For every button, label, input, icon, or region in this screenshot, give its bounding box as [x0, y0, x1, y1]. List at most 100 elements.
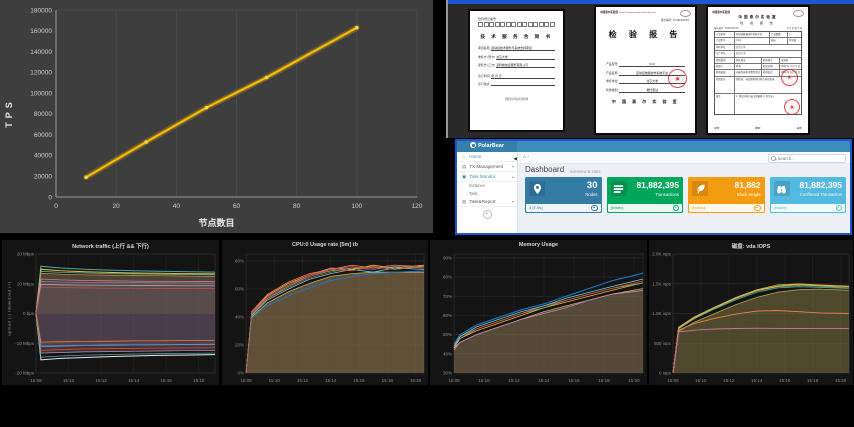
card-footer[interactable]: 4 (T-9s) — [526, 203, 601, 212]
sidebar: ⌂ Home ◀ ▤ TX Management ▾ ▣ Task Monito… — [457, 152, 518, 233]
gear-icon[interactable] — [835, 204, 842, 211]
detail-header-title: 检 验 报 告 — [740, 20, 776, 25]
sidebar-item-task-report[interactable]: ▨ Task&Report ▾ — [457, 197, 517, 207]
svg-text:60%: 60% — [443, 313, 452, 318]
svg-text:40%: 40% — [235, 315, 244, 320]
page-subtitle: overview & stats — [570, 169, 601, 174]
card-footer[interactable]: (tx/sec) — [689, 203, 764, 212]
svg-text:10 Mbps: 10 Mbps — [17, 281, 35, 286]
lab-name: 中国泰尔实验室 China Telecommunication Technolo… — [600, 11, 657, 14]
card-footer[interactable]: (tx/sec) — [607, 203, 682, 212]
svg-text:2.0K iops: 2.0K iops — [652, 252, 672, 257]
sidebar-item-instance[interactable]: Instance — [469, 183, 485, 188]
certificates-panel: 合同登记编号: 技 术 服 务 合 同 书 项目名称: 区块链技术服务与系统支持项… — [437, 0, 854, 138]
breadcrumb[interactable]: ⌂ › — [523, 154, 530, 160]
map-pin-icon — [529, 181, 545, 196]
svg-text:15:10: 15:10 — [63, 378, 75, 383]
gear-icon[interactable] — [754, 204, 761, 211]
report-cover-footer: 中 国 泰 尔 实 验 室 — [611, 99, 680, 104]
svg-text:15:14: 15:14 — [128, 378, 140, 383]
breadcrumb-home-icon[interactable]: ⌂ — [523, 154, 527, 160]
brand-logo[interactable]: PolarBear — [457, 141, 517, 152]
svg-text:80: 80 — [293, 203, 301, 210]
svg-text:40: 40 — [173, 203, 181, 210]
svg-text:50%: 50% — [443, 332, 452, 337]
svg-text:0 bps: 0 bps — [23, 311, 35, 316]
svg-text:20 Mbps: 20 Mbps — [17, 252, 35, 257]
svg-text:20000: 20000 — [34, 174, 52, 181]
svg-text:15:08: 15:08 — [667, 378, 679, 383]
tx-management-icon: ▤ — [462, 164, 467, 169]
svg-text:15:14: 15:14 — [325, 378, 337, 383]
card-label: Nodes — [585, 192, 598, 197]
search-box[interactable] — [768, 153, 846, 163]
svg-text:80000: 80000 — [34, 111, 52, 118]
svg-text:0%: 0% — [237, 371, 244, 376]
svg-text:20: 20 — [113, 203, 121, 210]
sidebar-item-tx-management[interactable]: ▤ TX Management ▾ — [457, 162, 517, 172]
card-label: Transactions — [655, 192, 679, 197]
svg-text:15:10: 15:10 — [269, 378, 281, 383]
search-input[interactable] — [777, 155, 843, 161]
svg-text:80%: 80% — [235, 259, 244, 264]
active-item-notch: ◀ — [513, 156, 517, 161]
svg-text:0: 0 — [54, 203, 58, 210]
svg-text:15:20: 15:20 — [835, 378, 847, 383]
card-footer[interactable]: (tx/sec) — [770, 203, 845, 212]
svg-text:0: 0 — [48, 194, 52, 201]
card-block-height[interactable]: 81,882 Block Height (tx/sec) — [688, 177, 765, 213]
binoculars-icon — [773, 181, 790, 196]
card-confirmed-transactions[interactable]: 81,882,395 Confirmed Transaction (tx/sec… — [769, 177, 846, 213]
svg-text:15:20: 15:20 — [410, 378, 422, 383]
sidebar-collapse-button[interactable]: + — [482, 210, 492, 219]
signature-row: 批准: 审核: 主检: — [714, 127, 802, 130]
report-table: 产品名称 区块链数据协作系统平台 产品数量 1 产品型号 V1.0 商标 区块链 委托单位北… — [714, 31, 802, 115]
card-label: Confirmed Transaction — [799, 192, 842, 197]
card-label: Block Height — [736, 192, 761, 197]
contract-document: 合同登记编号: 技 术 服 务 合 同 书 项目名称: 区块链技术服务与系统支持项… — [468, 9, 565, 132]
gear-icon[interactable] — [672, 204, 679, 211]
svg-text:15:16: 15:16 — [568, 378, 580, 383]
leaf-icon — [692, 181, 708, 196]
sidebar-item-task-monitor[interactable]: ▣ Task Monitor ▴ — [457, 172, 517, 182]
sidebar-item-task[interactable]: Task — [469, 190, 478, 196]
lab-name: 中国泰尔实验室 — [712, 11, 731, 14]
svg-text:30%: 30% — [443, 371, 452, 376]
dashboard-content: ⌂ › Dashboard overview & stats 30 Nodes … — [518, 152, 850, 233]
search-icon — [771, 155, 776, 161]
page-title: Dashboard — [525, 165, 565, 174]
svg-text:15:12: 15:12 — [297, 378, 309, 383]
svg-text:80%: 80% — [443, 275, 452, 280]
svg-text:15:18: 15:18 — [382, 378, 394, 383]
svg-text:15:18: 15:18 — [193, 378, 205, 383]
svg-text:180000: 180000 — [30, 7, 52, 14]
svg-text:60%: 60% — [235, 287, 244, 292]
svg-text:0 iops: 0 iops — [659, 371, 672, 376]
gear-icon[interactable] — [591, 204, 598, 211]
contract-footer: 国家科学技术部印制 — [504, 98, 529, 101]
svg-text:-20 Mbps: -20 Mbps — [15, 371, 35, 376]
inspection-report-cover: 中国泰尔实验室 China Telecommunication Technolo… — [594, 5, 697, 135]
card-nodes[interactable]: 30 Nodes 4 (T-9s) — [525, 177, 602, 213]
svg-text:1.5K iops: 1.5K iops — [652, 281, 672, 286]
svg-text:15:10: 15:10 — [695, 378, 707, 383]
svg-text:15:08: 15:08 — [448, 378, 460, 383]
disk-iops-panel: 磁盘: vda IOPS 15:08 15:10 15:12 15:14 15:16 15… — [649, 240, 853, 385]
svg-text:100: 100 — [351, 203, 362, 210]
cpu-usage-panel: CPU:0 Usage rate [5m] tb 15:08 15:10 15:12… — [222, 240, 428, 385]
svg-text:120000: 120000 — [30, 70, 52, 77]
network-traffic-panel: Network traffic (上行 && 下行) upload (-) /d… — [2, 240, 219, 385]
detail-page-label: 共 X 页 第 X 页 — [786, 28, 802, 30]
svg-text:-10 Mbps: -10 Mbps — [15, 341, 35, 346]
svg-text:500 iops: 500 iops — [654, 341, 672, 346]
card-transactions[interactable]: 81,882,395 Transactions (tx/sec) — [606, 177, 683, 213]
chevron-up-icon: ▴ — [511, 174, 514, 179]
lab-logo-icon — [680, 10, 691, 17]
top-navbar: PolarBear — [457, 141, 850, 152]
svg-text:15:16: 15:16 — [779, 378, 791, 383]
svg-text:15:14: 15:14 — [751, 378, 763, 383]
task-monitor-icon: ▣ — [462, 174, 467, 179]
panel-top-accent — [448, 0, 854, 4]
sidebar-item-home[interactable]: ⌂ Home ◀ — [457, 152, 517, 162]
task-report-icon: ▨ — [462, 199, 467, 204]
